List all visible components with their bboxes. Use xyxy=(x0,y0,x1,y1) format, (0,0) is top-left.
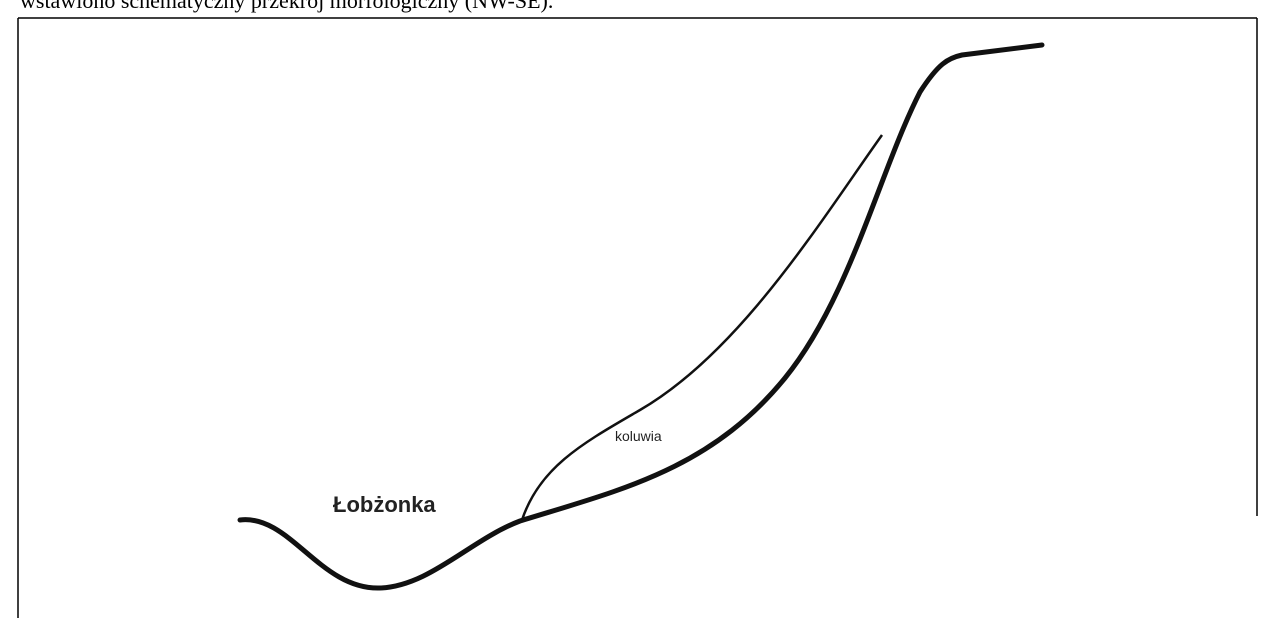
colluvium-boundary xyxy=(520,134,884,521)
river-label: Łobżonka xyxy=(333,492,436,517)
colluvium-label: koluwia xyxy=(615,428,662,444)
caption: wstawiono schematyczny przekrój morfolog… xyxy=(20,0,553,13)
slope-profile xyxy=(237,42,1045,591)
